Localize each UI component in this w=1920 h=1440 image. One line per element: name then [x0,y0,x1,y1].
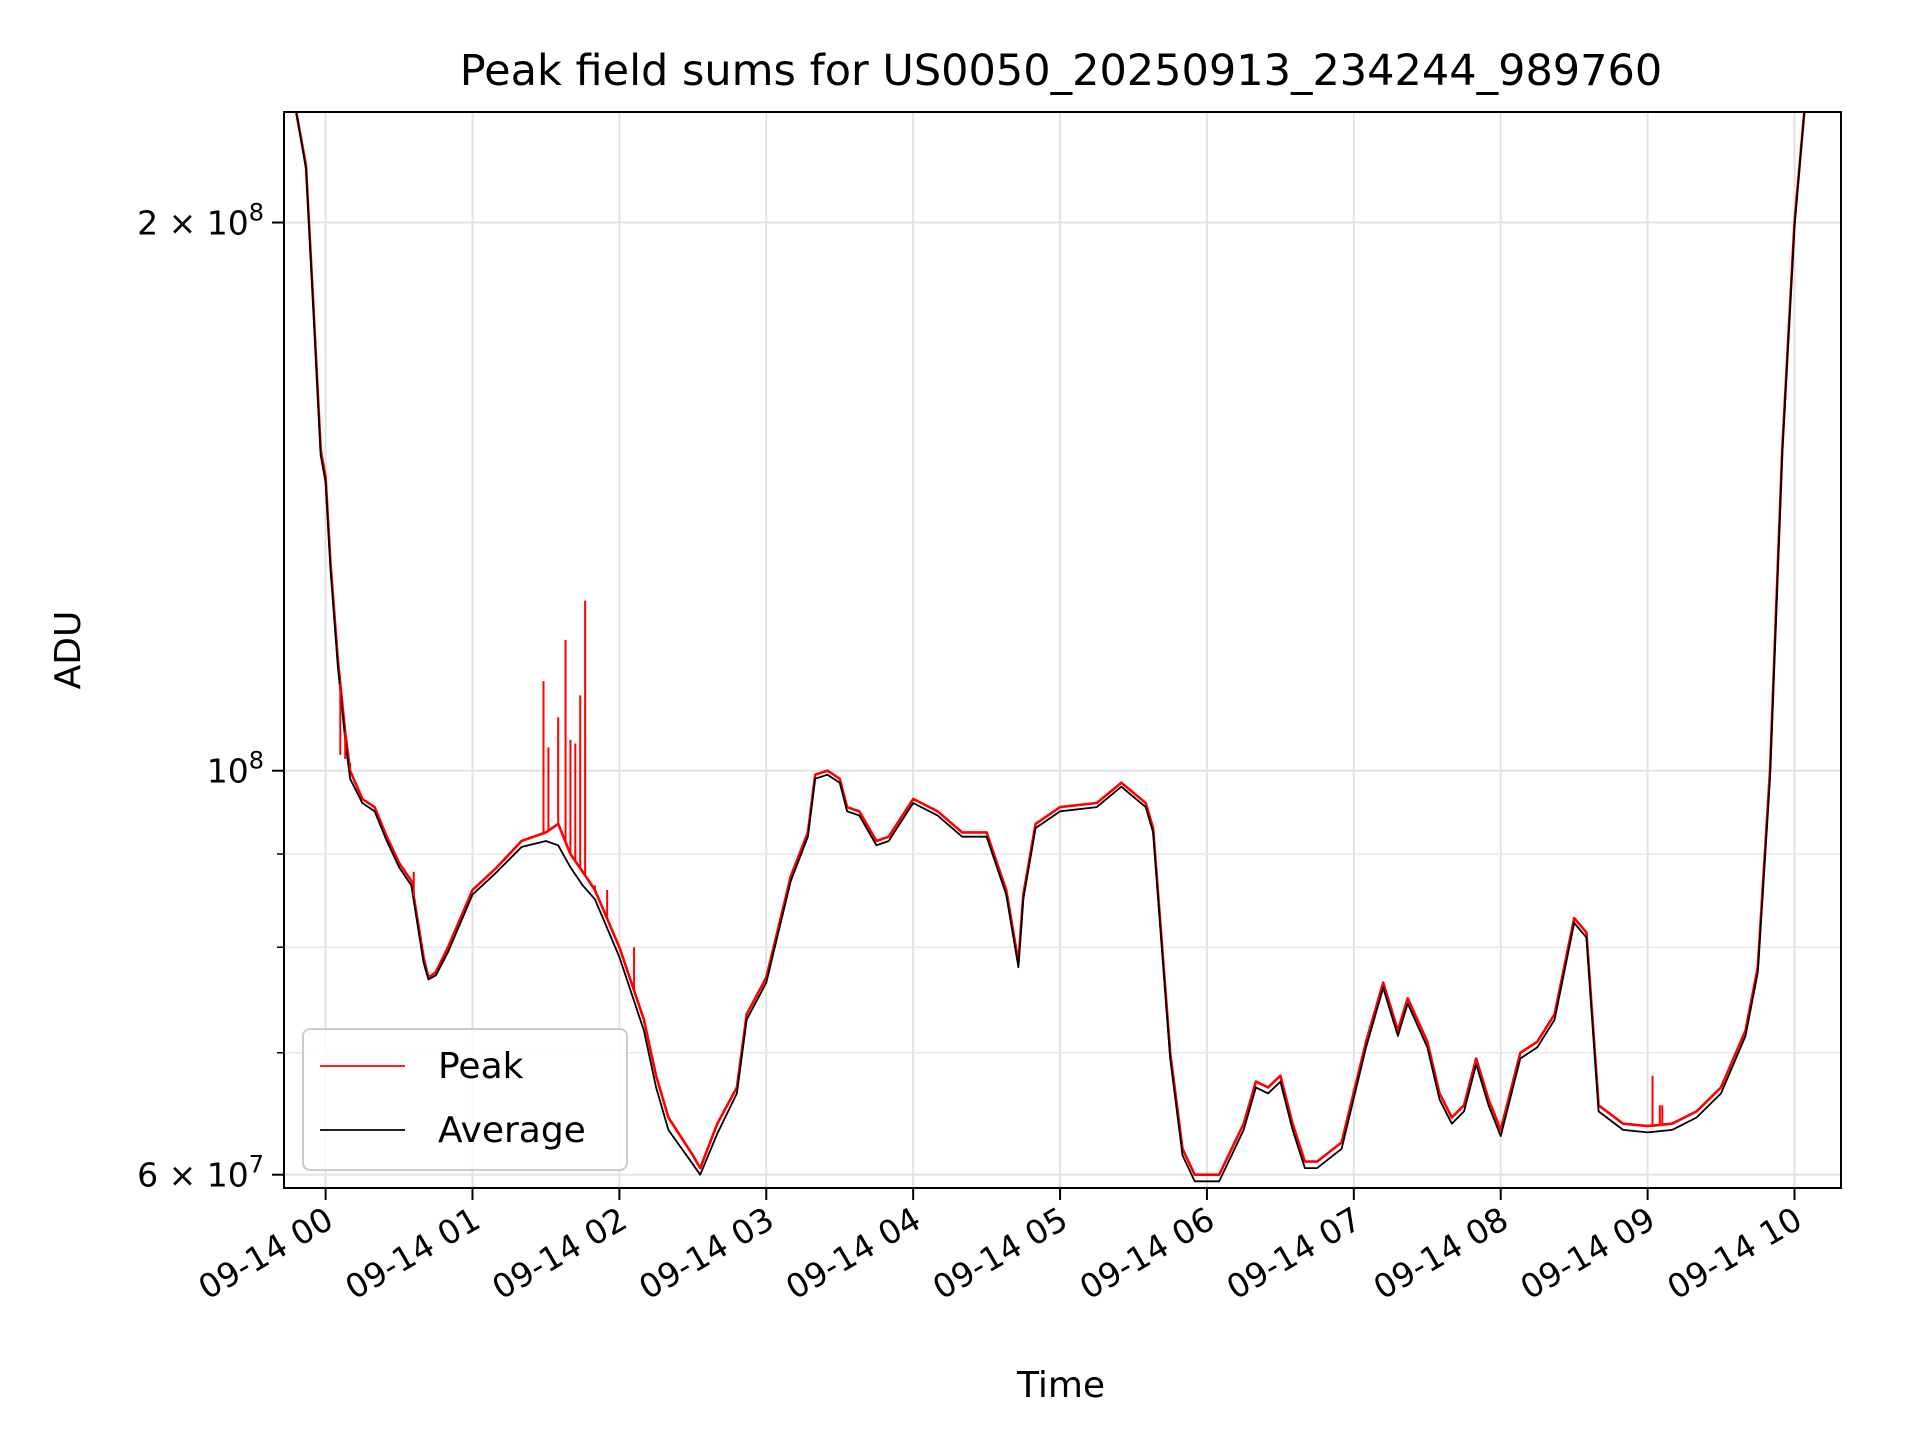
y-tick-label: 108 [207,747,264,791]
series-line-peak [294,112,1806,1176]
legend-box [302,1028,628,1171]
y-tick-label: 2 × 108 [137,199,264,243]
legend-label-peak: Peak [438,1046,524,1087]
y-axis: 6 × 107 108 2 × 108 [137,199,284,1195]
y-tick-label: 6 × 107 [137,1151,264,1195]
series-line-average [295,112,1806,1183]
chart-title: Peak field sums for US0050_20250913_2342… [460,46,1663,96]
legend-label-average: Average [438,1110,586,1151]
x-axis-label: Time [1016,1365,1105,1406]
y-axis-label: ADU [48,611,89,690]
plot-frame [283,111,1842,1189]
grid [284,112,1841,1188]
series-layer [294,112,1806,1183]
legend: Peak Average [302,1028,628,1171]
